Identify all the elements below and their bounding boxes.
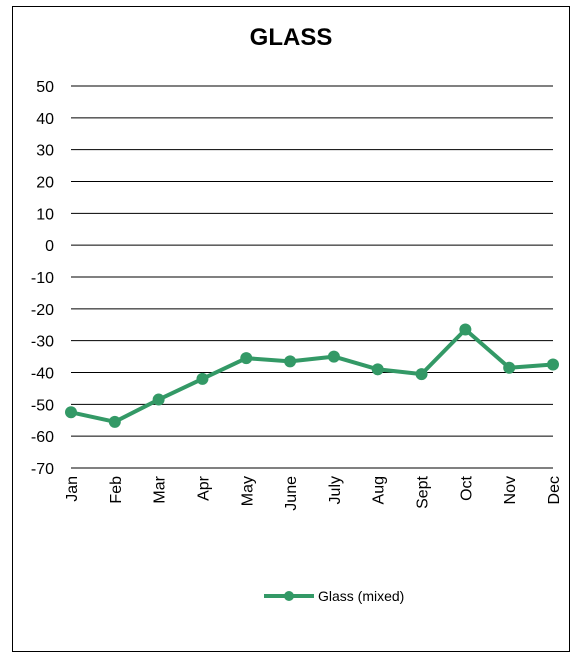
data-point [240, 352, 253, 365]
x-tick-label: Dec [546, 476, 563, 504]
y-tick-label: -20 [31, 302, 54, 319]
x-tick-label: May [239, 476, 256, 506]
y-tick-label: 50 [36, 79, 54, 96]
y-tick-label: -60 [31, 429, 54, 446]
data-point [152, 393, 165, 406]
y-tick-label: -10 [31, 270, 54, 287]
data-point [415, 368, 428, 381]
y-tick-label: -30 [31, 334, 54, 351]
y-tick-label: 0 [45, 238, 54, 255]
series-line [70, 327, 554, 424]
x-tick-label: June [283, 476, 300, 511]
data-point [284, 355, 297, 368]
chart-frame [12, 6, 570, 652]
x-tick-label: Jan [64, 476, 81, 502]
chart-title: GLASS [249, 24, 333, 51]
data-point [371, 363, 384, 376]
legend-swatch [264, 590, 314, 602]
y-tick-label: -50 [31, 397, 54, 414]
legend: Glass (mixed) [264, 586, 404, 606]
x-tick-label: Sept [415, 475, 432, 508]
y-tick-label: -70 [31, 461, 54, 478]
data-point [503, 361, 516, 374]
x-tick-label: Aug [371, 476, 388, 504]
x-tick-label: Feb [108, 476, 125, 504]
y-tick-label: 10 [36, 206, 54, 223]
x-tick-label: Nov [502, 476, 519, 504]
x-tick-label: Mar [152, 475, 169, 503]
x-tick-label: Oct [458, 475, 475, 500]
data-point [327, 350, 340, 363]
x-tick-label: July [327, 476, 344, 504]
y-tick-label: 30 [36, 143, 54, 160]
y-tick-label: 20 [36, 175, 54, 192]
data-point [459, 323, 472, 336]
y-tick-label: 40 [36, 111, 54, 128]
data-point [196, 372, 209, 385]
y-tick-label: -40 [31, 366, 54, 383]
legend-label: Glass (mixed) [318, 588, 405, 604]
data-point [65, 406, 77, 419]
data-point [547, 358, 559, 371]
data-point [108, 415, 121, 428]
x-tick-label: Apr [195, 475, 212, 501]
